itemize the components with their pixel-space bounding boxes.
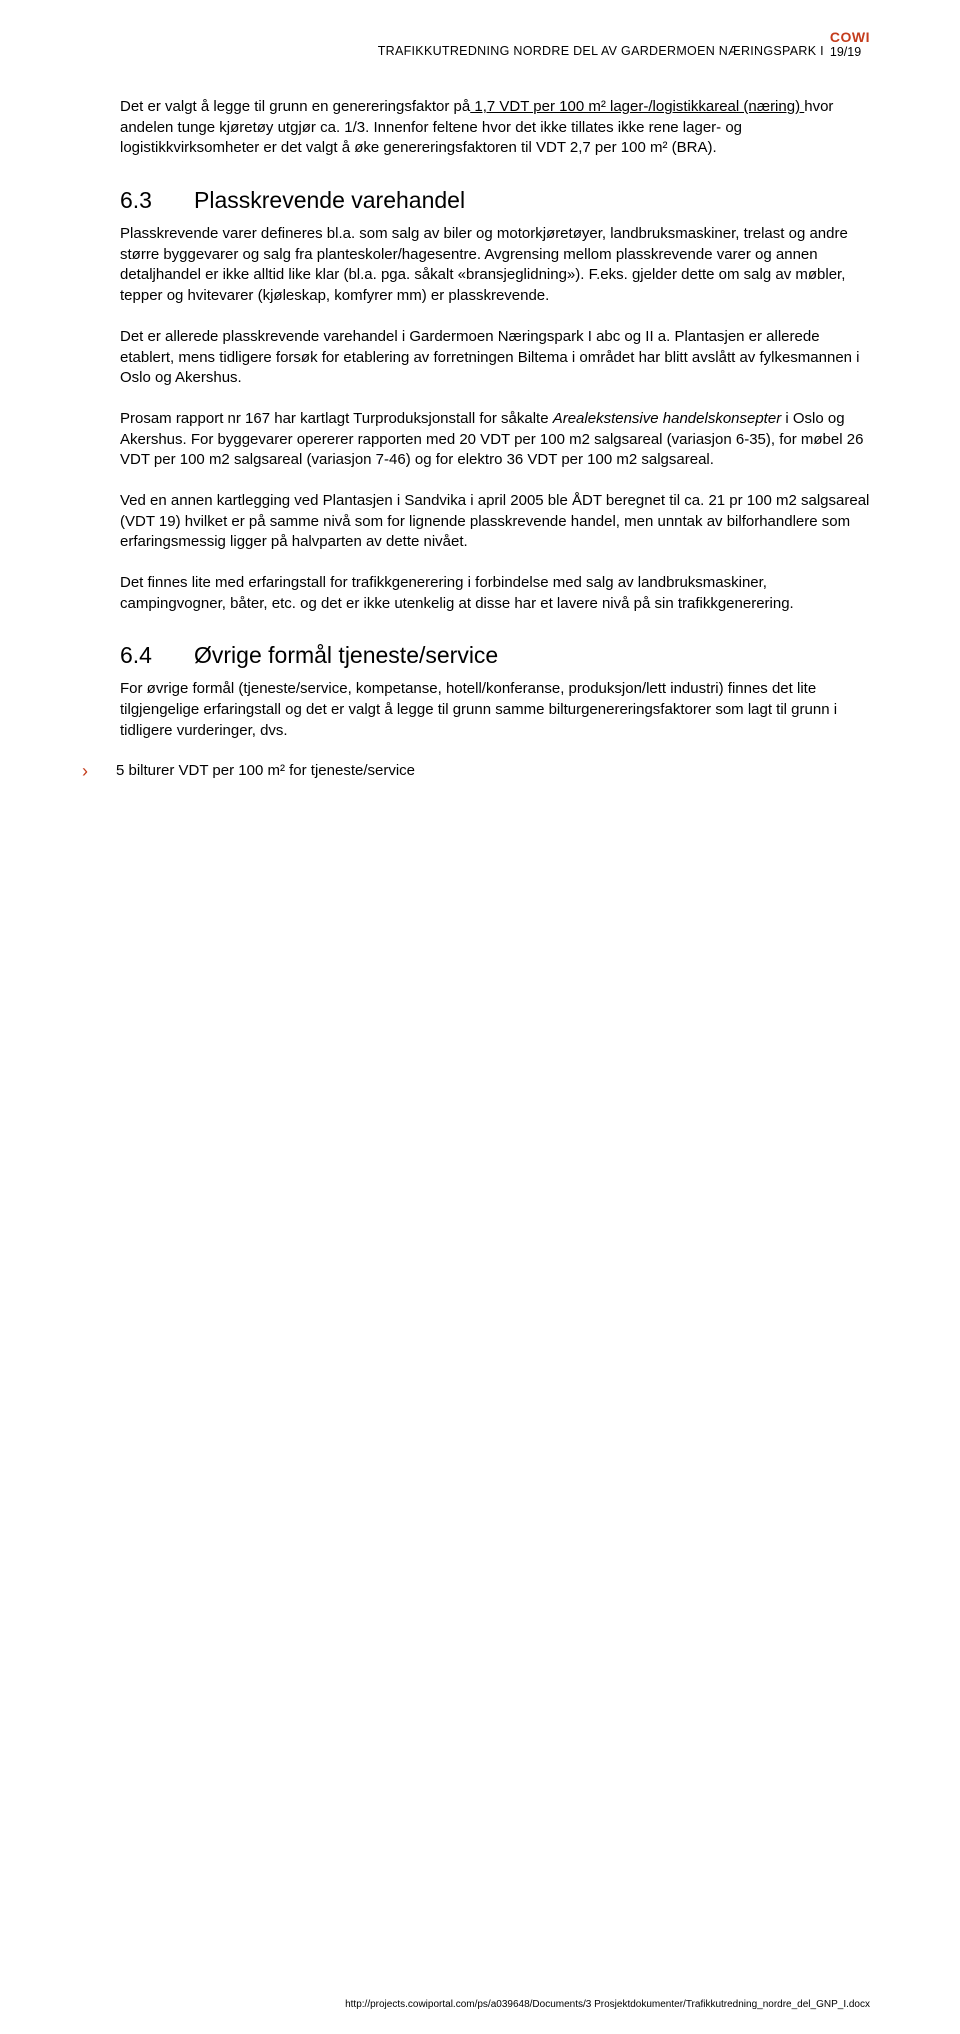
cowi-logo: COWI (830, 30, 870, 44)
page: TRAFIKKUTREDNING NORDRE DEL AV GARDERMOE… (0, 0, 960, 2034)
section-6-4-p1: For øvrige formål (tjeneste/service, kom… (120, 679, 870, 741)
section-6-4-number: 6.4 (120, 642, 160, 669)
p3-italic: Arealekstensive handelskonsepter (553, 410, 781, 427)
section-6-3-p5: Det finnes lite med erfaringstall for tr… (120, 573, 870, 614)
section-6-3-title: Plasskrevende varehandel (194, 187, 465, 214)
page-header: TRAFIKKUTREDNING NORDRE DEL AV GARDERMOE… (120, 30, 870, 59)
p3-pre: Prosam rapport nr 167 har kartlagt Turpr… (120, 410, 553, 427)
section-6-4-title: Øvrige formål tjeneste/service (194, 642, 498, 669)
header-right-block: COWI 19/19 (830, 30, 870, 59)
bullet-list-item: › 5 bilturer VDT per 100 m² for tjeneste… (82, 761, 870, 783)
section-6-3-p4: Ved en annen kartlegging ved Plantasjen … (120, 491, 870, 553)
page-number: 19/19 (830, 45, 861, 59)
section-6-3-number: 6.3 (120, 187, 160, 214)
footer-path: http://projects.cowiportal.com/ps/a03964… (120, 1999, 870, 2010)
running-title: TRAFIKKUTREDNING NORDRE DEL AV GARDERMOE… (378, 30, 824, 58)
bullet-text: 5 bilturer VDT per 100 m² for tjeneste/s… (116, 761, 415, 782)
section-6-3-p3: Prosam rapport nr 167 har kartlagt Turpr… (120, 409, 870, 471)
chevron-icon: › (82, 761, 88, 783)
intro-underlined: 1,7 VDT per 100 m² lager-/logistikkareal… (470, 98, 804, 115)
section-6-3-p2: Det er allerede plasskrevende varehandel… (120, 327, 870, 389)
intro-pre: Det er valgt å legge til grunn en genere… (120, 98, 470, 115)
intro-paragraph: Det er valgt å legge til grunn en genere… (120, 97, 870, 159)
section-6-3-p1: Plasskrevende varer defineres bl.a. som … (120, 224, 870, 307)
section-6-4-heading: 6.4 Øvrige formål tjeneste/service (120, 642, 870, 669)
section-6-3-heading: 6.3 Plasskrevende varehandel (120, 187, 870, 214)
